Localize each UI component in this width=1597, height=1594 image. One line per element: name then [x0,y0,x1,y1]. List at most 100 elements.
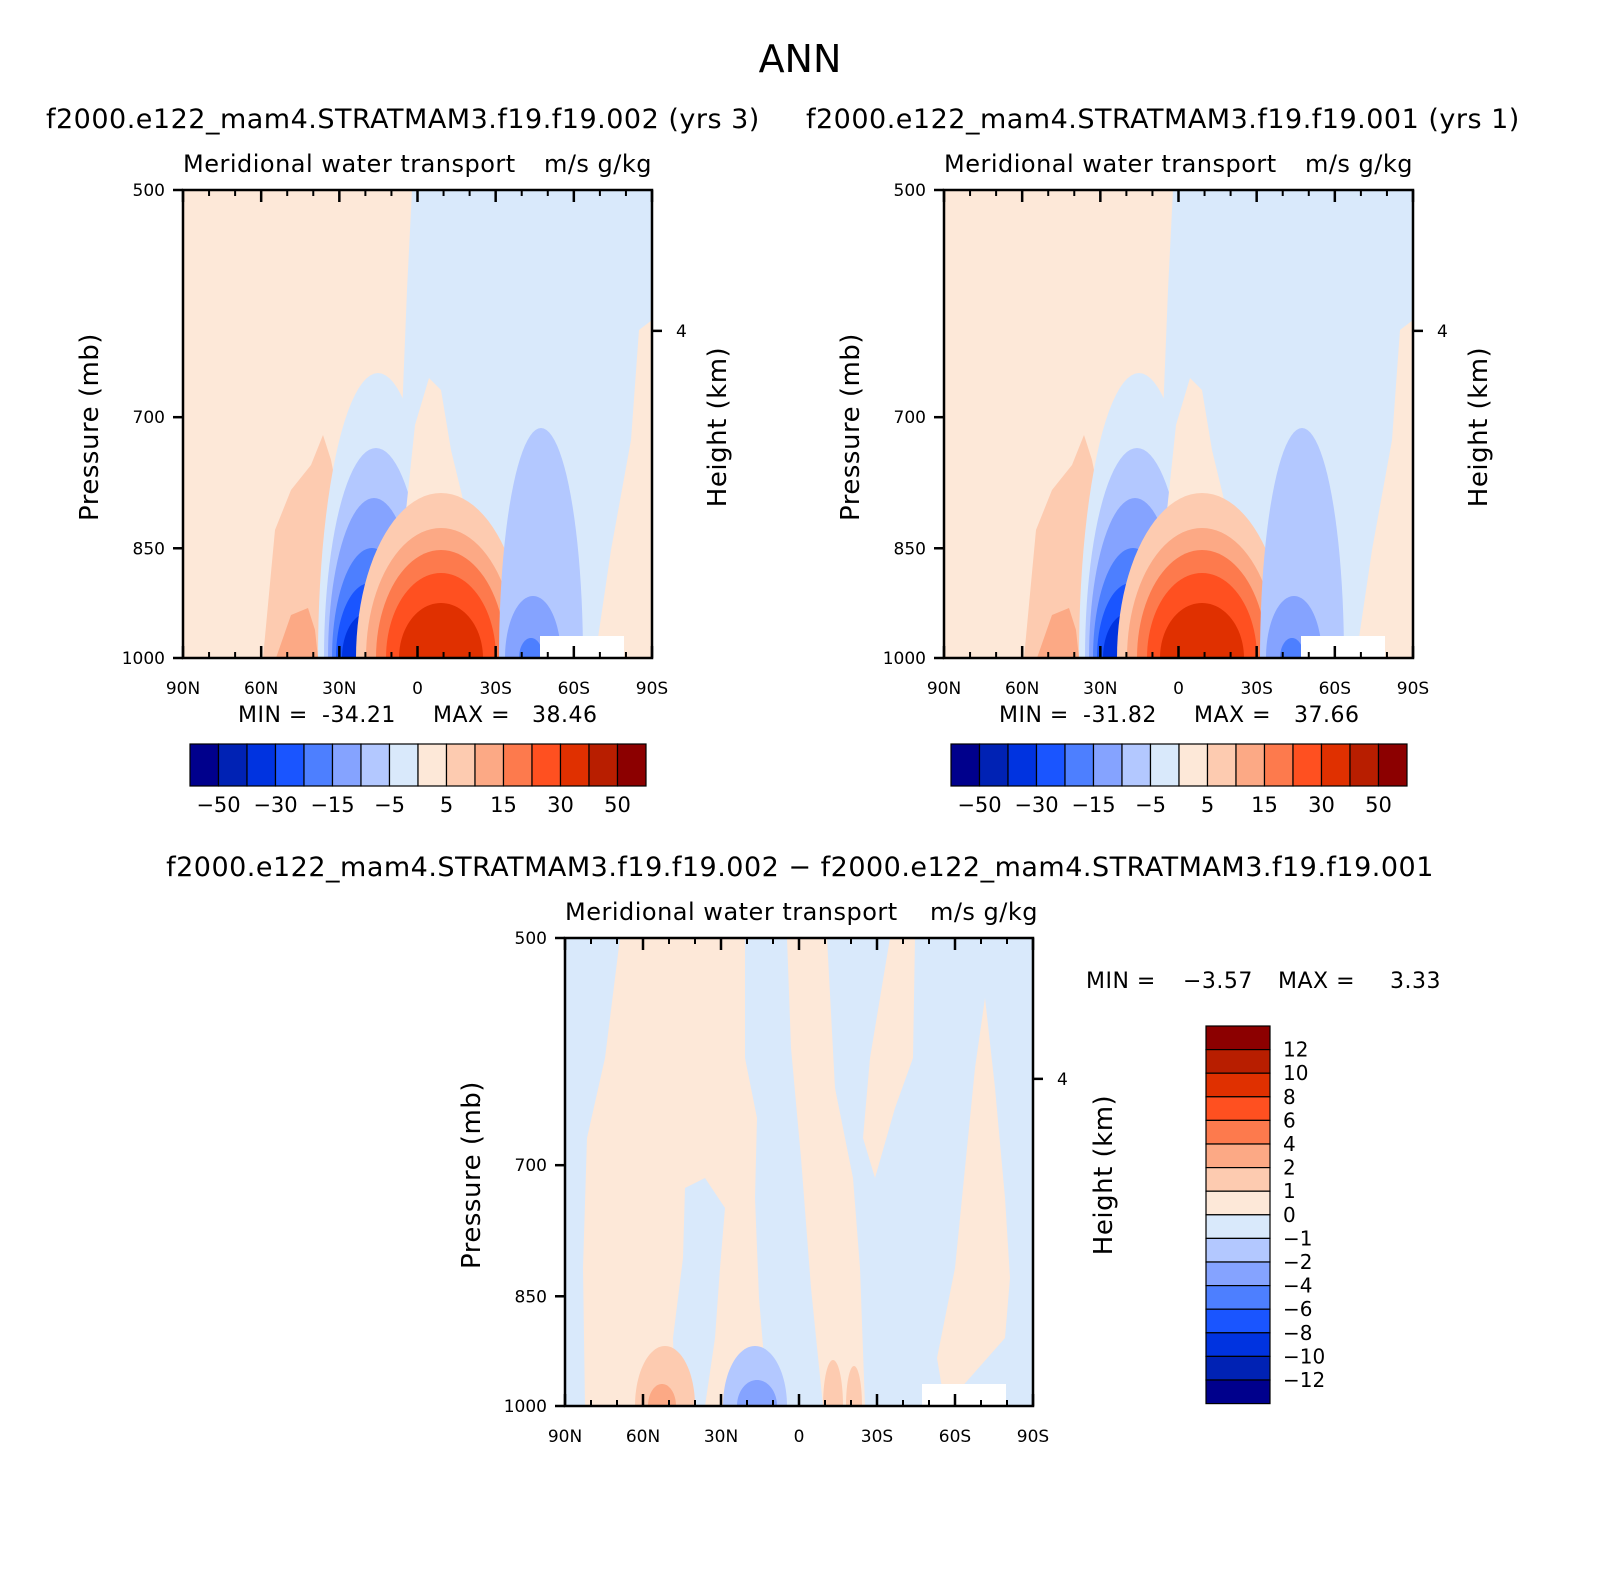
x-tick-label: 30S [861,1427,893,1447]
panel-1-case-title: f2000.e122_mam4.STRATMAM3.f19.f19.002 (y… [46,104,760,135]
colorbar-swatch [1205,1284,1271,1310]
panel-3-min-label: MIN = [1086,969,1156,994]
panel-1-minmax: MIN = -34.21 MAX = 38.46 [238,703,597,728]
figure-title: ANN [759,37,842,81]
panel-2-ylabel: Pressure (mb) [836,333,866,521]
contour-level-sh-negative-3 [519,638,543,658]
colorbar-swatch [1205,1143,1271,1169]
colorbar-label: 12 [1283,1038,1308,1062]
x-tick-label: 30S [1240,679,1272,699]
colorbar-label: 10 [1283,1061,1308,1085]
panel-1-right-ylabel: Height (km) [703,347,733,507]
colorbar-swatch [1205,1261,1271,1287]
colorbar-swatch [1292,743,1323,787]
y-tick-label: 850 [515,1287,547,1307]
colorbar-swatch [303,743,334,787]
colorbar-swatch [502,743,533,787]
y-tick-label: 1000 [504,1397,547,1417]
panel-1-min-value: -34.21 [322,703,396,728]
panel-2-left-subtitle: Meridional water transport [944,150,1277,178]
colorbar-swatch [1205,1308,1271,1334]
panel-1-colorbar: −50 −30 −15 −5 5 15 30 50 [189,743,647,817]
panel-1-ylabel: Pressure (mb) [75,333,105,521]
colorbar-swatch [331,743,362,787]
colorbar-swatch [1320,743,1351,787]
panel-2-minmax: MIN = -31.82 MAX = 37.66 [999,703,1359,728]
contour-level-positive-band-3 [863,938,915,1178]
contour-level-sh-negative-3 [1280,638,1304,658]
y-tick-label: 500 [515,929,547,949]
panel-2-min-value: -31.82 [1083,703,1157,728]
colorbar-label: 5 [1201,793,1214,817]
colorbar-swatch [1205,1379,1271,1405]
missing-data-region [540,636,624,658]
x-tick-label: 30S [479,679,511,699]
colorbar-swatch [531,743,562,787]
colorbar-swatch [1205,1355,1271,1381]
colorbar-swatch [417,743,448,787]
panel-2-colorbar: −50 −30 −15 −5 5 15 30 50 [950,743,1408,817]
x-tick-label: 60N [1005,679,1039,699]
colorbar-label: −30 [253,793,297,817]
colorbar-swatch [950,743,981,787]
colorbar-label: −15 [1071,793,1115,817]
y-tick-label: 500 [133,181,165,201]
panel-1-max-label: MAX = [433,703,510,728]
contour-level-10 [276,608,318,658]
colorbar-swatch [1235,743,1266,787]
colorbar-label: 50 [604,793,631,817]
missing-data-region [922,1384,1006,1406]
y-tick-label: 850 [894,539,926,559]
colorbar-label: 1 [1283,1179,1296,1203]
colorbar-swatch [559,743,590,787]
contour-fill [944,190,1413,658]
colorbar-label: −6 [1283,1297,1312,1321]
colorbar-swatch [246,743,277,787]
colorbar-label: −30 [1014,793,1058,817]
panel-1: f2000.e122_mam4.STRATMAM3.f19.f19.002 (y… [46,104,760,817]
colorbar-swatch [1205,1332,1271,1358]
x-tick-label: 60S [1319,679,1351,699]
y-tick-label: 500 [894,181,926,201]
colorbar-label: −10 [1283,1344,1325,1368]
y-tick-label: 700 [133,408,165,428]
colorbar-swatch [1206,743,1237,787]
y-tick-label: 1000 [883,649,926,669]
colorbar-swatch [1092,743,1123,787]
colorbar-label: 15 [490,793,517,817]
colorbar-swatch [1205,1190,1271,1216]
colorbar-swatch [1377,743,1408,787]
x-tick-label: 30N [704,1427,738,1447]
x-tick-label: 60S [939,1427,971,1447]
colorbar-label: 30 [547,793,574,817]
x-tick-label: 0 [794,1427,805,1447]
x-tick-label: 60S [558,679,590,699]
right-tick-label: 4 [676,322,687,342]
contour-level-10 [1037,608,1079,658]
colorbar-label: 8 [1283,1085,1296,1109]
colorbar-label: 30 [1308,793,1335,817]
colorbar-label: −50 [957,793,1001,817]
colorbar-swatch [1149,743,1180,787]
colorbar-swatch [1007,743,1038,787]
panel-2-right-subtitle: m/s g/kg [1305,150,1413,178]
panel-2-case-title: f2000.e122_mam4.STRATMAM3.f19.f19.001 (y… [806,104,1520,135]
contour-level-positive-4 [1160,603,1244,658]
panel-3-plot-area: 90N 60N 30N 0 30S 60S 90S 500 700 850 1000 4 [504,929,1068,1447]
x-tick-label: 30N [322,679,356,699]
x-tick-label: 90S [636,679,668,699]
panel-2-min-label: MIN = [999,703,1069,728]
colorbar-label: 15 [1251,793,1278,817]
colorbar-swatch [474,743,505,787]
colorbar-swatch [360,743,391,787]
x-tick-label: 90S [1397,679,1429,699]
contour-fill [183,190,652,658]
x-tick-label: 60N [244,679,278,699]
contour-level-southpole-positive [595,320,652,658]
contour-fill [565,938,1033,1406]
colorbar-label: 2 [1283,1156,1296,1180]
x-tick-label: 0 [412,679,423,699]
contour-level-positive-band-2 [787,938,865,1406]
panel-3-right-ylabel: Height (km) [1089,1095,1119,1255]
panel-1-max-value: 38.46 [532,703,597,728]
